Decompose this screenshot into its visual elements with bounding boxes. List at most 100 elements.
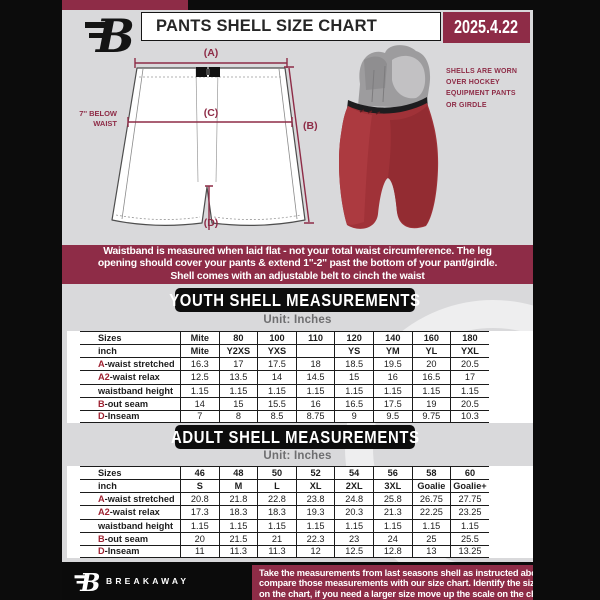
title-box: PANTS SHELL SIZE CHART [141,12,441,41]
table-cell: 180 [450,331,489,345]
footer-note-line2: compare those measurements with our size… [259,578,533,589]
table-cell: 18.3 [218,505,258,519]
table-cell: 11.3 [257,544,296,558]
table-cell: 22.3 [295,531,335,545]
table-cell: 19 [411,396,451,410]
table-cell: 1.15 [180,383,219,397]
table-cell: 16 [295,396,335,410]
row-label: waistband height [80,383,180,397]
table-cell: 2XL [334,479,373,493]
table-row: B -out seam 14 15 15.5 16 16.5 17.5 19 20.5 [80,396,489,410]
content-page: B PANTS SHELL SIZE CHART 2025.4.22 (A) (… [62,0,533,600]
table-cell: 1.15 [218,383,258,397]
table-cell: 18 [295,357,335,371]
table-cell: 25.8 [372,492,412,506]
below-waist-note-line2: WAIST [93,119,117,128]
table-cell: 18.5 [334,357,373,371]
table-cell: 13.5 [218,370,258,384]
row-label: inch [80,344,180,357]
row-label-prefix: A [98,494,105,505]
table-cell: 1.15 [180,518,219,532]
measurement-a-label: (A) [204,47,219,59]
table-cell: 1.15 [372,383,412,397]
row-label: D -Inseam [80,544,180,558]
table-cell: 23 [334,531,373,545]
table-cell: 60 [450,466,489,480]
page-title: PANTS SHELL SIZE CHART [156,17,378,35]
row-label-prefix: D [98,411,105,422]
table-cell: 13 [411,544,451,558]
youth-size-table: Sizes Mite 80 100 110 120 140 160 180 inch Mite Y2X… [80,331,489,423]
row-label: B -out seam [80,396,180,410]
brand-name: BREAKAWAY [106,576,190,586]
table-cell: YM [372,344,412,358]
table-cell: L [257,479,296,493]
pants-diagram: (A) (B) (C) (D) 7'' BELOW WAIST [79,47,318,230]
adult-unit-label: Unit: Inches [263,450,332,462]
table-cell: S [180,479,219,493]
adult-size-table: Sizes 46 48 50 52 54 56 58 60 inch S M L XL 2XL 3XL Goal… [80,466,489,558]
table-cell: 1.15 [257,518,296,532]
info-banner-line1: Waistband is measured when laid flat - n… [103,245,492,257]
table-cell: 1.15 [372,518,412,532]
table-cell: M [218,479,258,493]
table-row: inch Mite Y2XS YXS YS YM YL YXL [80,344,489,358]
table-cell: 17 [450,370,489,384]
table-cell: 22.8 [257,492,296,506]
table-cell: 14 [257,370,296,384]
table-cell: 15.5 [257,396,296,410]
youth-section-title: YOUTH SHELL MEASUREMENTS [169,289,421,310]
table-row: waistband height 1.15 1.15 1.15 1.15 1.15 1.15… [80,383,489,397]
table-cell: 23.8 [295,492,335,506]
table-row: Sizes Mite 80 100 110 120 140 160 180 [80,331,489,345]
table-cell: 20.8 [180,492,219,506]
table-cell: 25.5 [450,531,489,545]
table-cell: 24 [372,531,412,545]
table-cell: 7 [180,409,219,423]
table-cell: YS [334,344,373,358]
table-cell: 27.75 [450,492,489,506]
table-cell: 17.5 [257,357,296,371]
table-cell: 19.5 [372,357,412,371]
table-cell: 1.15 [295,518,335,532]
table-cell: 11.3 [218,544,258,558]
table-cell: YXL [450,344,489,358]
table-row: A -waist stretched 20.8 21.8 22.8 23.8 24.8 25.… [80,492,489,506]
row-label: inch [80,479,180,492]
table-cell: 14 [180,396,219,410]
youth-section-banner: YOUTH SHELL MEASUREMENTS [169,288,420,312]
table-cell: 26.75 [411,492,451,506]
table-cell: 8 [218,409,258,423]
row-label-prefix: A2 [98,372,110,383]
table-cell: Mite [180,331,219,345]
table-cell: 110 [295,331,335,345]
table-cell: 20 [180,531,219,545]
info-banner: Waistband is measured when laid flat - n… [62,245,533,284]
table-cell: 21.5 [218,531,258,545]
date-badge: 2025.4.22 [443,12,530,43]
table-row: waistband height 1.15 1.15 1.15 1.15 1.15 1.15… [80,518,489,532]
table-cell: 18.3 [257,505,296,519]
photo-caption-line: EQUIPMENT PANTS [446,90,516,98]
table-cell: 24.8 [334,492,373,506]
row-label: A2 -waist relax [80,370,180,383]
table-cell: 10.3 [450,409,489,423]
date-text: 2025.4.22 [454,17,519,37]
photo-caption-line: SHELLS ARE WORN [446,68,518,75]
top-maroon-strip [62,0,188,10]
table-cell: 160 [411,331,451,345]
table-cell: 16.5 [411,370,451,384]
table-cell: 17 [218,357,258,371]
table-cell: 9.75 [411,409,451,423]
table-row: inch S M L XL 2XL 3XL Goalie Goalie+ [80,479,489,493]
table-cell: 16 [372,370,412,384]
table-cell: 12 [295,544,335,558]
adult-table-background [67,466,533,558]
table-cell: 1.15 [450,383,489,397]
table-cell: 54 [334,466,373,480]
table-cell: 20.5 [450,357,489,371]
table-cell: Y2XS [218,344,258,358]
photo-caption: SHELLS ARE WORN OVER HOCKEY EQUIPMENT PA… [446,66,526,111]
table-cell: 15 [334,370,373,384]
measurement-b-label: (B) [303,120,318,132]
